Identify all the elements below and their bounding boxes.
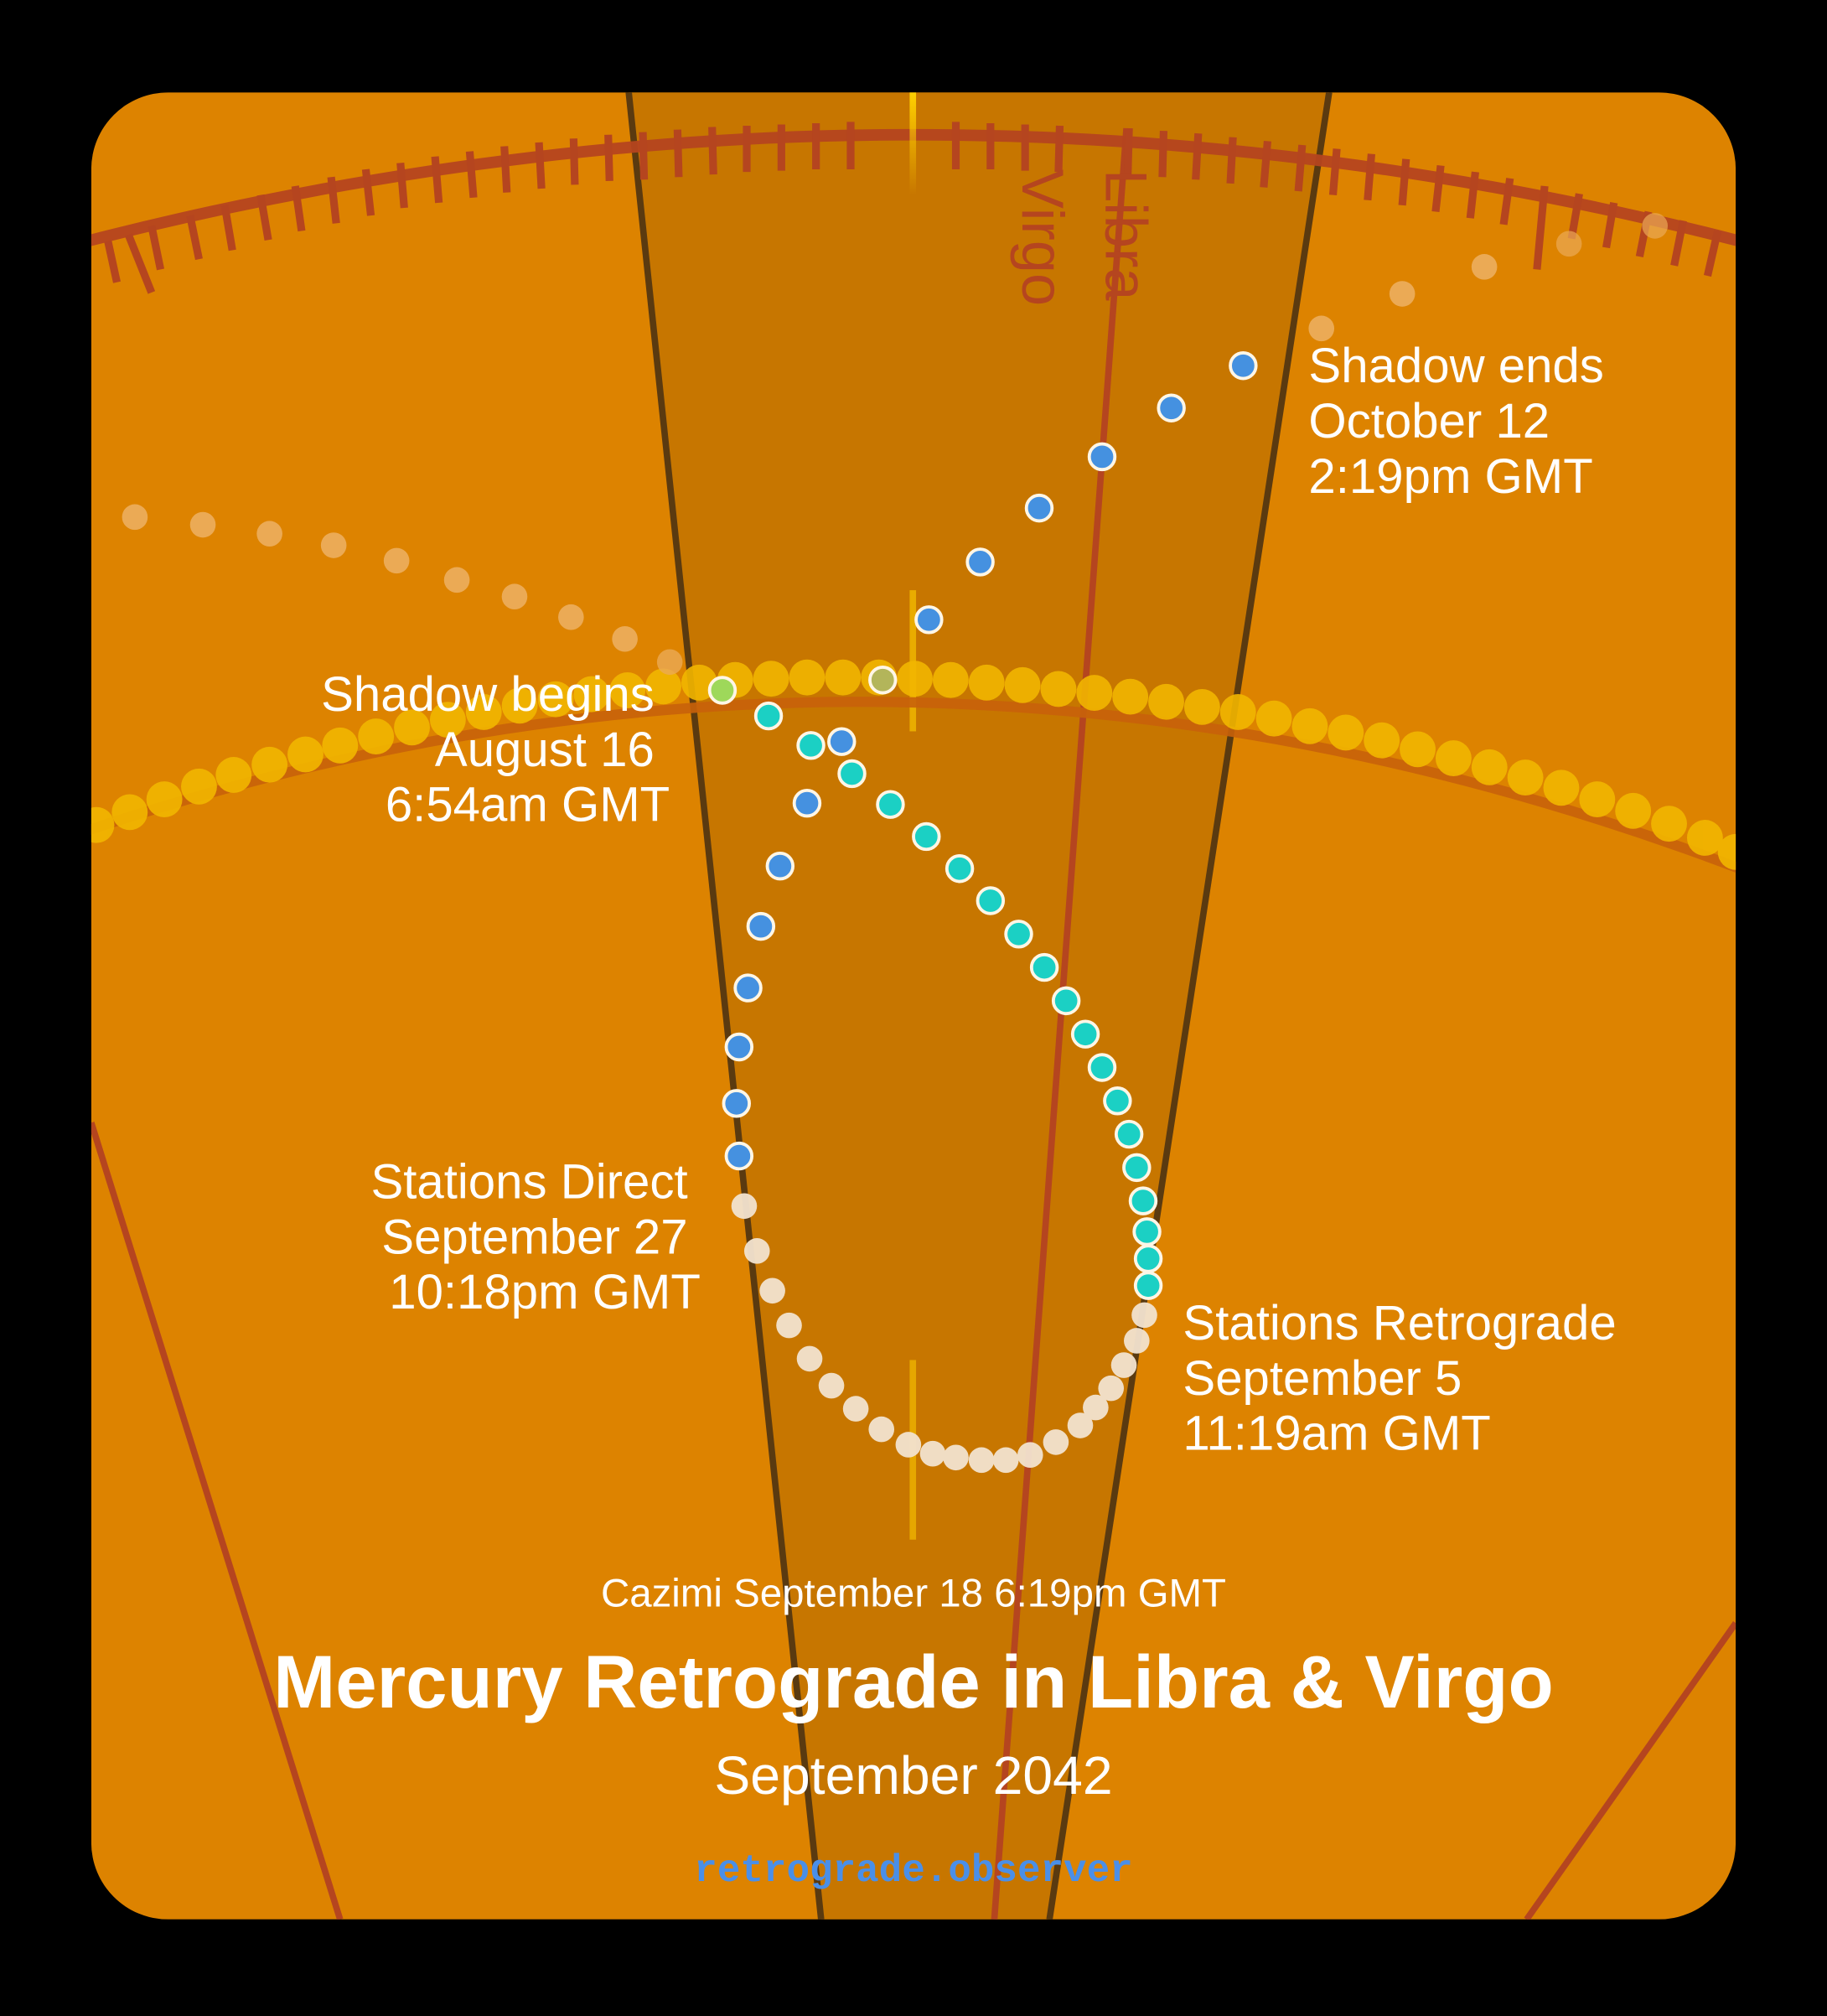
label-stations-retrograde-date: September 5	[1183, 1351, 1462, 1406]
page-subtitle: September 2042	[714, 1745, 1112, 1806]
sun-track	[91, 659, 1736, 870]
post-shadow-dots	[722, 351, 1258, 1171]
ecliptic-line	[91, 697, 1736, 878]
sun-marker-top	[909, 92, 917, 195]
label-stations-retrograde-time: 11:19am GMT	[1183, 1407, 1490, 1461]
retrograde-dots	[731, 1193, 1157, 1474]
sign-boundary-line	[991, 127, 1130, 1920]
faded-path-dots	[122, 213, 1668, 676]
degree-ticks	[104, 122, 1722, 294]
cazimi-label: Cazimi September 18 6:19pm GMT	[601, 1571, 1226, 1615]
label-shadow-ends-date: October 12	[1308, 394, 1550, 448]
pre-shadow-dots	[707, 666, 1163, 1300]
event-labels: Shadow ends October 12 2:19pm GMT Shadow…	[321, 339, 1617, 1460]
radial-line-right	[1524, 1621, 1736, 1920]
radial-line-left	[91, 1122, 344, 1920]
label-shadow-begins-title: Shadow begins	[321, 667, 655, 722]
label-stations-retrograde-title: Stations Retrograde	[1183, 1296, 1616, 1350]
label-shadow-begins-time: 6:54am GMT	[386, 778, 670, 832]
footer-link[interactable]: retrograde.observer	[694, 1849, 1132, 1893]
sign-label-libra: Libra	[1094, 169, 1160, 301]
page-title: Mercury Retrograde in Libra & Virgo	[273, 1640, 1553, 1723]
label-stations-direct-title: Stations Direct	[370, 1155, 687, 1210]
band-edge-right	[1046, 92, 1333, 1920]
sign-label-virgo: Virgo	[1010, 169, 1076, 306]
sun-marker-mid	[909, 590, 917, 732]
label-stations-direct-time: 10:18pm GMT	[389, 1265, 701, 1319]
label-stations-direct-date: September 27	[381, 1210, 687, 1264]
label-shadow-ends-time: 2:19pm GMT	[1308, 449, 1592, 504]
retrograde-zone-band	[629, 92, 1329, 1920]
label-shadow-begins-date: August 16	[435, 723, 655, 777]
band-edge-left	[625, 92, 825, 1920]
label-shadow-ends-title: Shadow ends	[1308, 339, 1603, 393]
card: Virgo Libra	[91, 92, 1736, 1920]
